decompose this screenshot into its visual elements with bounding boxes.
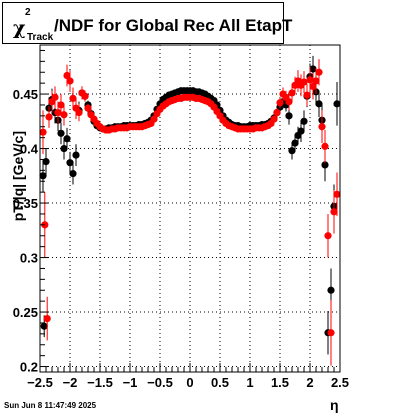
data-point <box>84 104 92 112</box>
data-point <box>288 89 296 97</box>
y-tick-label: 0.35 <box>13 196 38 211</box>
data-point <box>63 135 71 143</box>
data-point <box>297 127 305 135</box>
y-tick-label: 0.2 <box>20 360 38 375</box>
data-point <box>43 314 51 323</box>
data-point <box>66 159 74 167</box>
x-tick-label: 2 <box>306 375 313 390</box>
x-tick-label: 1 <box>246 375 253 390</box>
data-point <box>306 76 314 84</box>
x-tick-label: 1.5 <box>271 375 289 390</box>
axes: −2.5 −2 −1.5 −1 −0.5 0 0.5 1 1.5 2 2.5 0.2 0.25 0.3 0.… <box>13 49 349 390</box>
x-tick-label: −0.5 <box>147 375 173 390</box>
data-point <box>69 94 77 103</box>
x-axis-label: η <box>330 397 339 413</box>
data-point <box>285 98 293 106</box>
data-point <box>333 190 341 198</box>
x-tick-label: −2.5 <box>27 375 53 390</box>
x-tick-label: 0.5 <box>211 375 229 390</box>
data-point <box>57 129 65 137</box>
data-point <box>324 232 332 240</box>
data-point <box>63 71 71 80</box>
data-point <box>51 93 59 101</box>
data-point <box>57 101 65 109</box>
data-point <box>40 322 48 330</box>
data-point <box>150 115 158 123</box>
data-point <box>303 91 311 99</box>
x-tick-label: −1.5 <box>87 375 113 390</box>
data-point <box>321 142 329 150</box>
data-point <box>309 82 317 91</box>
data-point <box>276 99 284 107</box>
data-point <box>300 78 308 86</box>
data-point <box>312 77 320 85</box>
data-point <box>309 65 317 73</box>
data-point <box>288 147 296 155</box>
data-point <box>318 123 326 131</box>
data-point <box>327 286 335 294</box>
data-point <box>60 144 68 153</box>
y-tick-label: 0.3 <box>20 251 38 266</box>
data-point <box>321 161 329 169</box>
y-tick-label: 0.45 <box>13 87 38 102</box>
x-tick-label: 0 <box>186 375 193 390</box>
y-tick-label: 0.4 <box>20 142 39 157</box>
data-point <box>39 172 47 180</box>
title-superscript: 2 <box>25 7 31 18</box>
data-point <box>291 139 299 147</box>
data-point <box>45 113 53 121</box>
data-point <box>330 208 338 216</box>
data-point <box>54 108 62 117</box>
data-point <box>285 112 293 120</box>
data-point <box>60 111 68 119</box>
data-point <box>75 108 83 117</box>
chart-title: /NDF for Global Rec All EtapT <box>54 16 293 35</box>
title-subscript: Track <box>27 32 54 43</box>
data-point <box>333 100 341 108</box>
data-point <box>69 170 77 178</box>
chart-title-box: χ 2 Track /NDF for Global Rec All EtapT <box>2 2 292 44</box>
data-point <box>273 108 281 117</box>
data-point <box>81 92 89 100</box>
grid <box>40 45 340 372</box>
title-chi-symbol: χ <box>13 17 26 39</box>
data-point <box>270 115 278 123</box>
data-point <box>72 151 80 159</box>
data-point <box>327 329 335 337</box>
data-series <box>39 55 341 366</box>
timestamp: Sun Jun 8 11:47:49 2025 <box>4 401 97 410</box>
data-point <box>315 100 323 108</box>
x-tick-label: −2 <box>63 375 78 390</box>
y-tick-label: 0.25 <box>13 305 38 320</box>
data-point <box>66 77 74 85</box>
data-point <box>39 128 47 136</box>
series-red <box>39 59 341 366</box>
x-tick-label: −1 <box>123 375 138 390</box>
data-point <box>315 68 323 76</box>
data-point <box>300 117 308 125</box>
x-tick-label: 2.5 <box>331 375 349 390</box>
y-axis-label: pT/|q| [GeV/c] <box>10 131 26 221</box>
